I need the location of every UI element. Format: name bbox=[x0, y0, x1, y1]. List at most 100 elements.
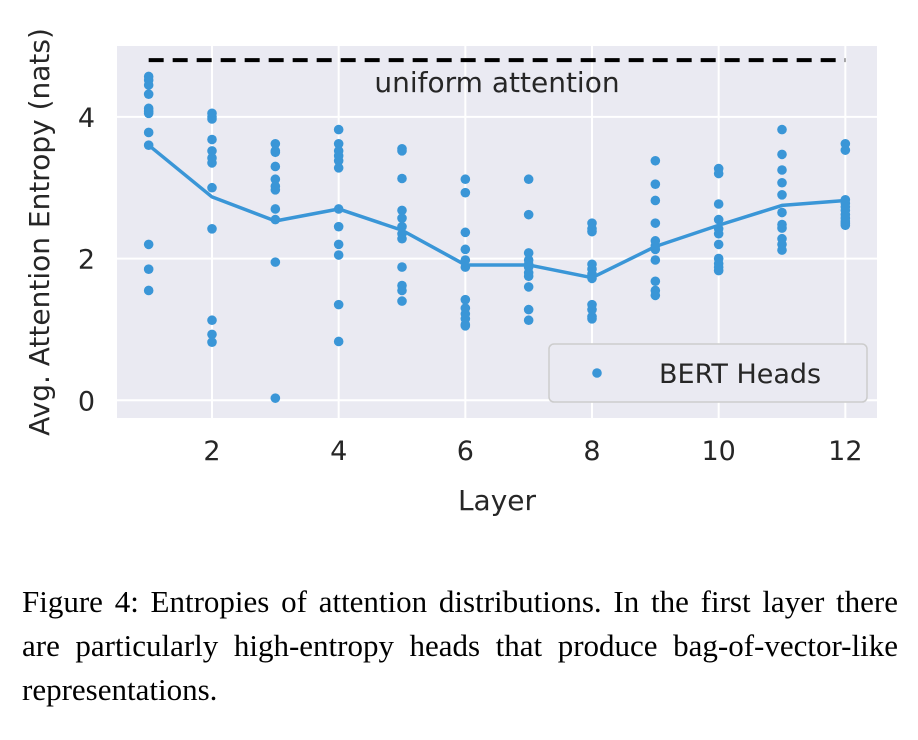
bert-head-point bbox=[143, 285, 154, 296]
bert-head-point bbox=[143, 239, 154, 250]
y-tick-label: 2 bbox=[78, 245, 95, 276]
bert-head-point bbox=[523, 209, 534, 220]
mean-line-group bbox=[147, 143, 846, 280]
bert-head-point bbox=[460, 187, 471, 198]
bert-head-point bbox=[650, 276, 661, 287]
bert-head-point bbox=[397, 262, 407, 272]
legend-label: BERT Heads bbox=[659, 359, 821, 390]
bert-head-point bbox=[397, 285, 407, 296]
bert-head-point bbox=[460, 321, 471, 331]
bert-head-point bbox=[143, 127, 154, 138]
y-tick-label: 0 bbox=[78, 386, 95, 417]
x-tick-label: 10 bbox=[701, 436, 735, 467]
bert-head-point bbox=[523, 271, 534, 282]
bert-head-point bbox=[713, 239, 724, 250]
bert-head-point bbox=[397, 173, 407, 184]
bert-head-point bbox=[333, 155, 344, 166]
bert-head-point bbox=[207, 114, 217, 124]
bert-head-point bbox=[840, 145, 851, 155]
bert-head-point bbox=[333, 138, 344, 149]
bert-head-point bbox=[713, 199, 724, 209]
x-tick-label: 8 bbox=[583, 436, 600, 467]
x-tick-label: 12 bbox=[828, 436, 862, 467]
bert-head-point bbox=[713, 228, 724, 239]
bert-head-point bbox=[777, 124, 787, 135]
uniform-attention-label: uniform attention bbox=[374, 66, 619, 99]
bert-head-point bbox=[207, 158, 217, 168]
bert-head-point bbox=[777, 207, 787, 218]
bert-head-point bbox=[397, 213, 407, 223]
bert-head-point bbox=[270, 257, 281, 267]
bert-head-point bbox=[397, 296, 407, 306]
bert-head-point bbox=[650, 179, 661, 189]
bert-head-point bbox=[523, 315, 534, 326]
tick-labels: 2 4 6 8 10 12 0 2 4 bbox=[78, 103, 863, 467]
bert-head-point bbox=[777, 149, 787, 160]
bert-head-point bbox=[460, 244, 471, 255]
bert-head-point bbox=[523, 174, 534, 185]
chart: uniform attention 2 4 6 8 10 12 0 2 4 BERT Heads… bbox=[23, 28, 877, 517]
bert-head-point bbox=[397, 233, 407, 244]
bert-head-point bbox=[587, 304, 597, 315]
bert-head-point bbox=[587, 314, 597, 324]
legend: BERT Heads bbox=[548, 343, 868, 403]
bert-head-point bbox=[333, 299, 344, 310]
bert-head-point bbox=[270, 204, 281, 214]
bert-head-point bbox=[207, 224, 217, 234]
bert-head-point bbox=[460, 174, 471, 185]
bert-head-point bbox=[333, 221, 344, 232]
bert-head-point bbox=[777, 245, 787, 255]
x-tick-label: 4 bbox=[330, 436, 347, 467]
bert-head-point bbox=[270, 147, 281, 158]
bert-head-point bbox=[650, 218, 661, 228]
bert-head-point bbox=[713, 214, 724, 225]
bert-head-point bbox=[713, 168, 724, 179]
legend-box bbox=[548, 343, 868, 403]
bert-head-point bbox=[460, 294, 471, 305]
bert-head-point bbox=[333, 336, 344, 347]
bert-head-point bbox=[523, 282, 534, 292]
bert-head-point bbox=[207, 329, 217, 340]
bert-head-point bbox=[270, 393, 281, 403]
bert-head-point bbox=[460, 227, 471, 238]
x-axis-title: Layer bbox=[458, 484, 537, 517]
bert-head-point bbox=[143, 89, 154, 99]
bert-head-point bbox=[650, 195, 661, 206]
bert-head-point bbox=[777, 223, 787, 233]
x-tick-label: 6 bbox=[457, 436, 474, 467]
bert-head-point bbox=[270, 161, 281, 172]
uniform-attention-group: uniform attention bbox=[148, 58, 846, 99]
bert-head-point bbox=[143, 108, 154, 119]
bert-head-point bbox=[270, 138, 281, 149]
bert-head-point bbox=[270, 185, 281, 195]
figure-caption: Figure 4: Entropies of attention distrib… bbox=[22, 584, 898, 707]
bert-head-point bbox=[333, 239, 344, 250]
bert-head-point bbox=[650, 255, 661, 265]
mean-entropy-line bbox=[147, 143, 846, 280]
bert-head-point bbox=[523, 248, 534, 258]
bert-head-point bbox=[713, 265, 724, 276]
bert-head-point bbox=[270, 174, 281, 185]
bert-head-point bbox=[650, 290, 661, 301]
x-tick-label: 2 bbox=[203, 436, 220, 467]
bert-head-point bbox=[143, 80, 154, 90]
bert-head-point bbox=[777, 190, 787, 200]
bert-head-point bbox=[777, 177, 787, 188]
bert-head-point bbox=[650, 155, 661, 166]
bert-head-point bbox=[333, 250, 344, 260]
bert-head-point bbox=[207, 337, 217, 347]
bert-head-point bbox=[777, 165, 787, 175]
y-tick-label: 4 bbox=[78, 103, 95, 134]
bert-head-point bbox=[397, 205, 407, 216]
bert-head-point bbox=[397, 146, 407, 156]
bert-head-point bbox=[207, 315, 217, 326]
bert-head-point bbox=[333, 124, 344, 135]
bert-head-point bbox=[587, 226, 597, 237]
bert-head-point bbox=[840, 220, 851, 231]
legend-marker bbox=[592, 368, 602, 378]
bert-head-point bbox=[207, 146, 217, 156]
bert-head-point bbox=[143, 264, 154, 275]
bert-head-point bbox=[523, 304, 534, 315]
bert-head-point bbox=[333, 163, 344, 173]
bert-head-point bbox=[207, 182, 217, 193]
